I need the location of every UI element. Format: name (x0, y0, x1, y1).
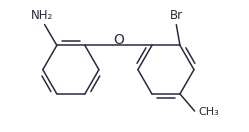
Text: NH₂: NH₂ (31, 9, 53, 22)
Text: Br: Br (170, 9, 183, 22)
Text: O: O (113, 33, 124, 47)
Text: CH₃: CH₃ (198, 107, 219, 117)
